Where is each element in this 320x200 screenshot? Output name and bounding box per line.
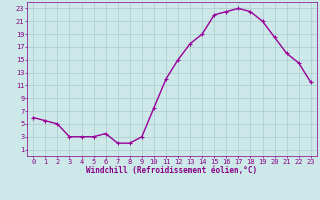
X-axis label: Windchill (Refroidissement éolien,°C): Windchill (Refroidissement éolien,°C)	[86, 166, 258, 175]
